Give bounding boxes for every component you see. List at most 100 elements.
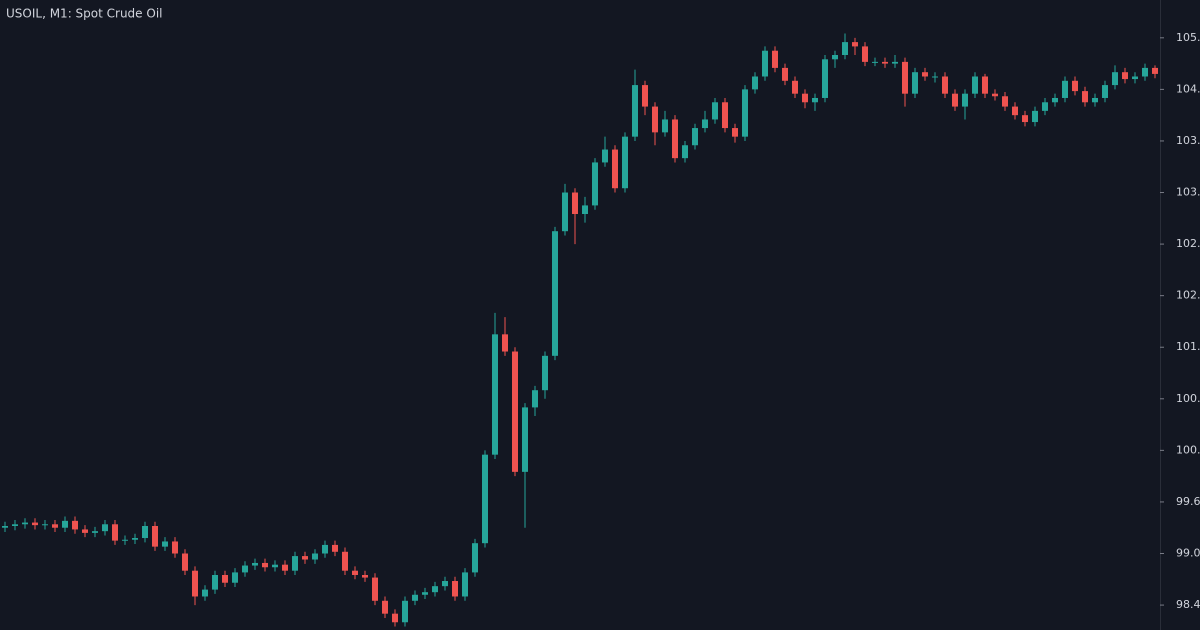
y-tick-label: 98.40 [1176, 598, 1200, 611]
candle-body [812, 97, 818, 103]
candle-body [962, 93, 968, 107]
candle-body [472, 543, 478, 573]
candle-body [892, 61, 898, 64]
candle-body [692, 128, 698, 146]
candle-body [1132, 76, 1138, 80]
y-tick-label: 105.00 [1176, 31, 1200, 44]
candle-body [752, 76, 758, 90]
candle-body [562, 192, 568, 232]
candle-body [142, 526, 148, 539]
candle-body [612, 149, 618, 189]
candle-body [22, 522, 28, 525]
candle-body [382, 600, 388, 614]
candle-body [1082, 91, 1088, 103]
y-tick-label: 101.40 [1176, 340, 1200, 353]
candle-body [492, 334, 498, 455]
candle-body [1092, 97, 1098, 103]
candle-body [332, 544, 338, 552]
candle-body [1032, 110, 1038, 123]
candle-body [852, 42, 858, 47]
candle-body [862, 46, 868, 62]
candle-body [1052, 97, 1058, 103]
candle-body [552, 231, 558, 356]
candle-body [292, 556, 298, 571]
candle-body [652, 106, 658, 133]
candle-body [1152, 67, 1158, 74]
candle-body [572, 192, 578, 215]
candle-body [912, 72, 918, 94]
candle-body [32, 522, 38, 526]
y-tick-label: 99.60 [1176, 495, 1200, 508]
candle-body [922, 72, 928, 77]
candle-body [902, 61, 908, 94]
candle-body [582, 205, 588, 215]
candle-body [1012, 106, 1018, 116]
candle-body [782, 67, 788, 81]
candle-body [262, 562, 268, 568]
y-tick-label: 103.20 [1176, 186, 1200, 199]
candle-body [982, 76, 988, 94]
candle-body [1022, 115, 1028, 123]
candle-body [52, 524, 58, 528]
candle-body [132, 538, 138, 540]
y-tick-label: 102.60 [1176, 237, 1200, 250]
candle-body [532, 390, 538, 408]
candle-body [12, 524, 18, 527]
candle-body [542, 355, 548, 391]
candle-body [592, 162, 598, 206]
candle-body [372, 577, 378, 601]
candle-body [772, 50, 778, 68]
candle-body [72, 520, 78, 530]
candle-body [622, 136, 628, 189]
candle-body [272, 564, 278, 568]
candle-body [42, 524, 48, 526]
candle-body [312, 553, 318, 560]
candle-body [712, 102, 718, 120]
candle-body [182, 553, 188, 571]
candle-body [242, 565, 248, 573]
candle-body [1122, 72, 1128, 80]
candle-body [872, 61, 878, 63]
candle-body [992, 93, 998, 97]
candle-body [412, 594, 418, 601]
candle-body [932, 76, 938, 78]
candle-body [1042, 102, 1048, 111]
candle-body [762, 50, 768, 77]
candle-body [252, 562, 258, 566]
candle-body [222, 574, 228, 583]
candle-body [672, 119, 678, 159]
y-tick-label: 100.80 [1176, 392, 1200, 405]
candle-body [402, 600, 408, 623]
candle-body [972, 76, 978, 94]
candle-body [192, 570, 198, 597]
candle-body [172, 541, 178, 554]
y-tick-label: 104.40 [1176, 82, 1200, 95]
candle-body [352, 570, 358, 575]
candle-body [1112, 72, 1118, 86]
candle-body [662, 119, 668, 133]
candle-body [152, 526, 158, 547]
candle-body [202, 589, 208, 597]
candle-body [832, 55, 838, 60]
candle-body [212, 574, 218, 590]
candle-body [802, 93, 808, 103]
candle-body [422, 592, 428, 595]
candle-body [1102, 85, 1108, 98]
candle-body [732, 128, 738, 137]
y-tick-label: 103.80 [1176, 134, 1200, 147]
candle-body [1072, 80, 1078, 92]
y-tick-label: 100.20 [1176, 443, 1200, 456]
candle-body [162, 541, 168, 547]
candle-body [702, 119, 708, 129]
candle-body [1062, 80, 1068, 98]
candle-body [632, 85, 638, 137]
candle-body [432, 586, 438, 593]
candle-body [392, 613, 398, 623]
candle-body [602, 149, 608, 163]
candle-body [462, 572, 468, 597]
candle-body [442, 581, 448, 587]
candle-body [1002, 96, 1008, 107]
